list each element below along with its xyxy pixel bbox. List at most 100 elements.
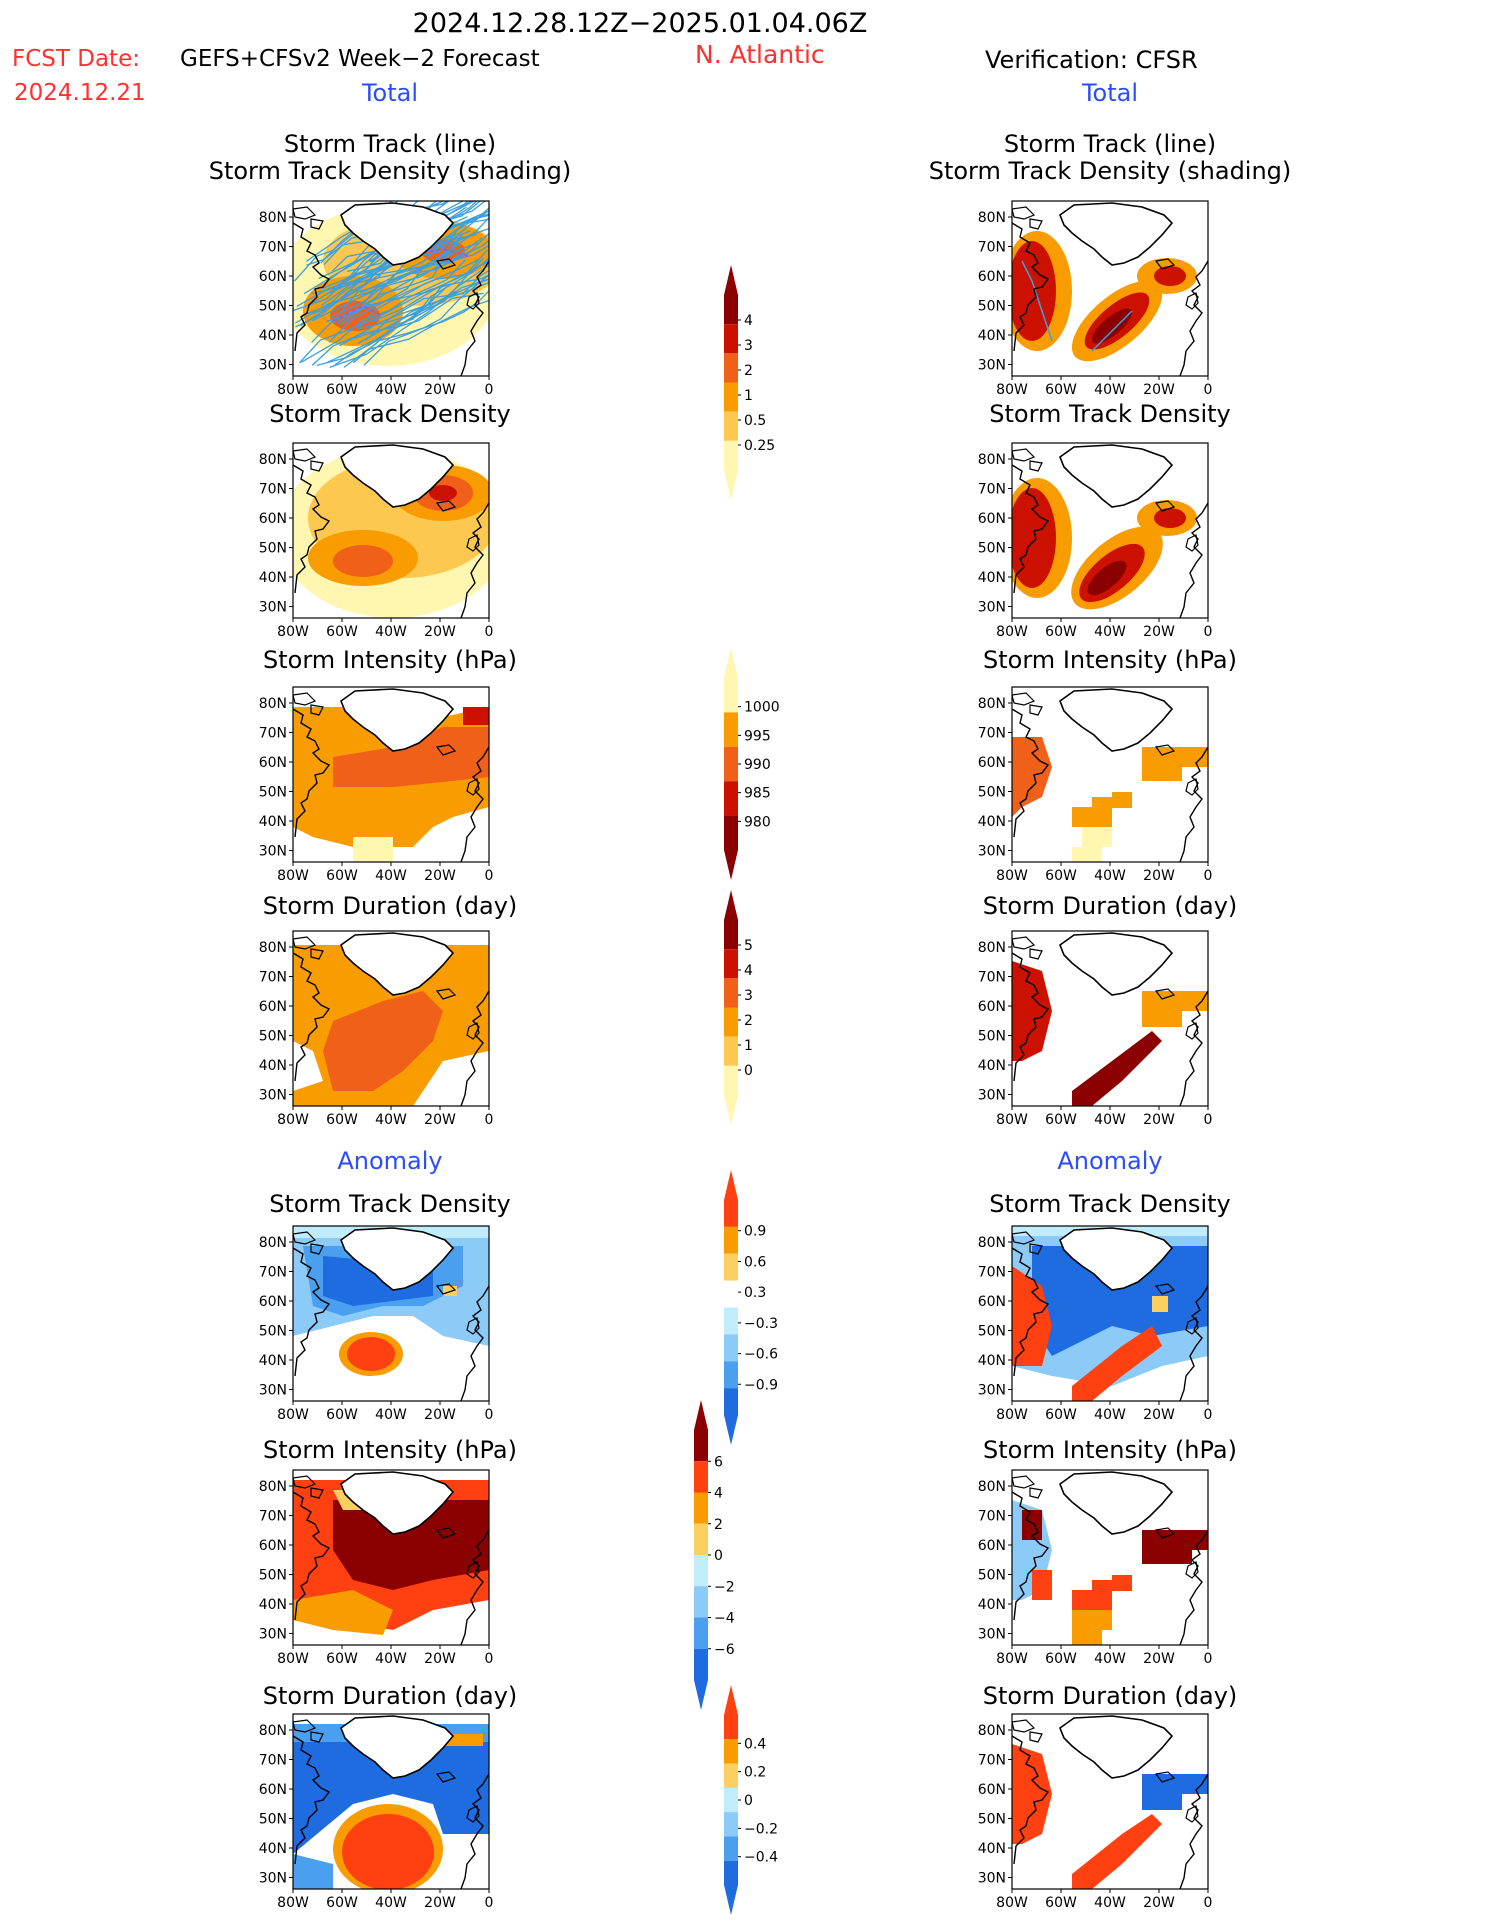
lon-tick-label: 0 [1204,1651,1213,1667]
colorbar-6: 0.4 0.2 0 −0.2 −0.4 [724,1685,778,1915]
lat-tick-label: 50N [978,299,1006,315]
colorbar-segment [724,411,738,441]
iceland-outline [1154,988,1176,1000]
arctic-islands-outline [293,1475,324,1499]
lon-tick-label: 40W [375,1112,407,1128]
lon-tick-label: 40W [375,1407,407,1423]
lat-tick-label: 80N [259,1479,287,1495]
lon-tick-label: 80W [277,1651,309,1667]
british-isles-outline [1185,778,1199,796]
lat-tick-label: 40N [978,1597,1006,1613]
arctic-islands-outline [1012,448,1043,472]
fcst-model-label: GEFS+CFSv2 Week−2 Forecast [180,46,540,72]
lat-tick-label: 30N [978,1088,1006,1104]
colorbar-segment [724,324,738,354]
lon-tick-label: 60W [326,1112,358,1128]
colorbar-segment [724,978,738,1008]
greenland-outline [1059,1471,1174,1535]
lat-tick-label: 60N [259,755,287,771]
north-america-coastline [1012,1735,1050,1865]
grid-cell [1142,991,1208,1011]
lon-tick-label: 0 [485,1895,494,1911]
lon-tick-label: 60W [326,1651,358,1667]
lat-tick-label: 60N [978,1782,1006,1798]
lat-tick-label: 70N [259,482,287,498]
storm-track-line [351,201,465,276]
shade-region [353,837,393,862]
arctic-islands-outline [293,206,324,230]
storm-track-line [343,278,489,368]
colorbar-label: 0.2 [744,1765,766,1781]
lon-tick-label: 40W [375,624,407,640]
grid-cell [1152,1296,1168,1312]
lon-tick-label: 40W [1094,868,1126,884]
shade-region [347,1337,395,1371]
colorbar-segment [724,781,738,816]
lat-tick-label: 80N [259,940,287,956]
lon-tick-label: 0 [485,1112,494,1128]
lat-tick-label: 50N [978,785,1006,801]
iceland-outline [1154,258,1176,270]
north-america-coastline [293,1491,331,1621]
north-america-coastline [1012,464,1050,594]
iceland-outline [435,744,457,756]
lat-tick-label: 50N [978,1324,1006,1340]
colorbar-label: −0.9 [744,1377,778,1393]
colorbar-top-arrow [694,1400,708,1430]
lat-tick-label: 70N [259,1265,287,1281]
lon-tick-label: 40W [1094,1651,1126,1667]
lat-tick-label: 40N [259,1841,287,1857]
colorbar-bottom-arrow [724,1095,738,1125]
lat-tick-label: 60N [259,1294,287,1310]
greenland-outline [340,688,455,752]
lon-tick-label: 0 [1204,1112,1213,1128]
iceland-outline [1154,500,1176,512]
british-isles-outline [1185,292,1199,310]
storm-track-line [359,259,489,328]
iceland-outline [435,1771,457,1783]
panel-right-anom-duration [1012,1714,1208,1889]
greenland-outline [340,1715,455,1779]
lat-tick-label: 50N [259,785,287,801]
fcst-date-label: FCST Date: [12,46,140,72]
colorbar-1: 4 3 2 1 0.5 0.25 [724,265,775,500]
europe-africa-coastline [460,260,489,376]
shade-region [1012,1744,1052,1844]
lat-tick-label: 40N [259,328,287,344]
europe-africa-coastline [460,502,489,618]
lat-tick-label: 80N [978,1723,1006,1739]
colorbar-label: 995 [744,728,771,744]
colorbar-segment [724,1715,738,1740]
lat-tick-label: 30N [259,1627,287,1643]
colorbar-top-arrow [724,648,738,678]
lat-tick-label: 40N [978,1841,1006,1857]
shade-region [429,485,457,501]
lon-tick-label: 0 [485,382,494,398]
lat-tick-label: 80N [978,940,1006,956]
greenland-outline [1059,444,1174,508]
lon-tick-label: 60W [1045,624,1077,640]
title-density-left: Storm Track Density [269,400,511,428]
british-isles-outline [466,534,480,552]
arctic-islands-outline [293,936,324,960]
panel-right-anom-density [1012,1226,1208,1401]
grid-cell [1112,792,1132,808]
shade-region [1012,737,1052,817]
lon-tick-label: 20W [1143,382,1175,398]
panel-right-intensity [1012,687,1208,862]
lon-tick-label: 80W [277,624,309,640]
greenland-outline [1059,688,1174,752]
british-isles-outline [1185,1561,1199,1579]
colorbar-label: 0.9 [744,1224,766,1240]
british-isles-outline [466,292,480,310]
colorbar-segment [694,1523,708,1555]
colorbar-label: 1000 [744,700,780,716]
lat-tick-label: 50N [978,541,1006,557]
lon-tick-label: 20W [424,624,456,640]
colorbar-segment [724,1200,738,1227]
british-isles-outline [1185,534,1199,552]
arctic-islands-outline [293,448,324,472]
colorbar-label: 0 [714,1548,723,1564]
colorbar-segment [724,1860,738,1885]
lat-tick-label: 40N [259,814,287,830]
